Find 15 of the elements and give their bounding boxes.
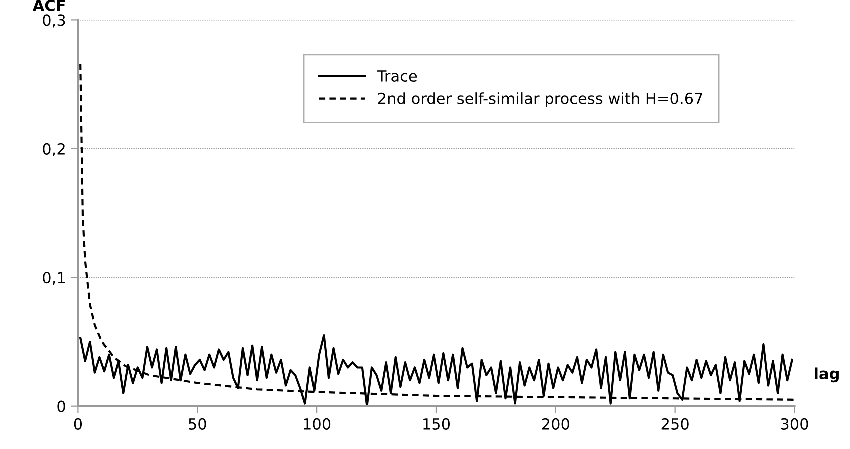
x-axis-title: lag — [815, 368, 839, 383]
y-tick-label: 0,3 — [43, 14, 66, 28]
y-tick-label: 0,2 — [43, 143, 65, 156]
legend-label: Trace — [377, 70, 418, 82]
x-tick-label: 0 — [74, 418, 82, 430]
x-tick-label: 300 — [781, 418, 808, 430]
x-tick-label: 200 — [542, 418, 570, 430]
y-tick-label: 0 — [58, 400, 66, 412]
x-tick-label: 100 — [304, 418, 331, 430]
x-tick-label: 50 — [189, 418, 206, 430]
y-tick-label: 0,1 — [43, 272, 65, 286]
x-tick-label: 150 — [424, 418, 450, 430]
x-tick-label: 250 — [662, 418, 689, 430]
y-axis-title: ACF — [32, 0, 65, 12]
legend-label: 2nd order self-similar process with H=0.67 — [378, 92, 702, 108]
